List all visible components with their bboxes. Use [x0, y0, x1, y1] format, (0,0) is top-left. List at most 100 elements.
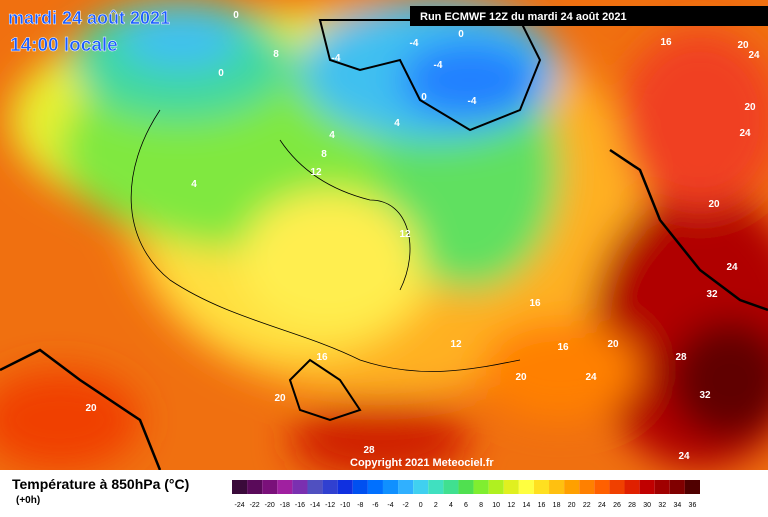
- scale-cell: [413, 480, 429, 494]
- contour-label: 28: [675, 352, 687, 363]
- contour-label: 20: [515, 372, 527, 383]
- scale-label: 4: [449, 502, 453, 509]
- contour-label: -4: [468, 96, 477, 107]
- scale-label: 0: [419, 502, 423, 509]
- scale-label: -16: [295, 502, 305, 509]
- contour-label: 32: [699, 390, 711, 401]
- run-title: Run ECMWF 12Z du mardi 24 août 2021: [420, 11, 627, 23]
- scale-cell: [367, 480, 383, 494]
- scale-label: -2: [402, 502, 408, 509]
- scale-label: -10: [340, 502, 350, 509]
- scale-label: 24: [598, 502, 606, 509]
- contour-label: 16: [557, 342, 569, 353]
- scale-label: 12: [507, 502, 515, 509]
- scale-label: -22: [250, 502, 260, 509]
- scale-label: 10: [492, 502, 500, 509]
- contour-label: 24: [739, 128, 751, 139]
- date-title: mardi 24 août 2021: [8, 8, 170, 28]
- scale-label: 36: [689, 502, 697, 509]
- contour-label: 20: [607, 339, 619, 350]
- contour-label: 20: [274, 393, 286, 404]
- contour-label: 20: [744, 102, 756, 113]
- scale-cell: [488, 480, 504, 494]
- scale-label: 18: [553, 502, 561, 509]
- contour-label: 0: [458, 29, 464, 40]
- contour-label: -4: [332, 53, 341, 64]
- contour-label: -4: [434, 60, 443, 71]
- scale-cell: [337, 480, 353, 494]
- scale-label: -4: [387, 502, 393, 509]
- contour-label: 4: [329, 130, 335, 141]
- scale-cell: [443, 480, 459, 494]
- scale-cell: [669, 480, 685, 494]
- scale-cell: [564, 480, 580, 494]
- scale-label: -6: [372, 502, 378, 509]
- scale-label: -8: [357, 502, 363, 509]
- scale-label: -20: [265, 502, 275, 509]
- scale-label: 30: [643, 502, 651, 509]
- contour-label: 12: [310, 167, 322, 178]
- scale-label: 34: [673, 502, 681, 509]
- contour-label: 8: [273, 49, 279, 60]
- scale-cell: [232, 480, 248, 494]
- contour-label: 24: [678, 451, 690, 462]
- scale-cell: [624, 480, 640, 494]
- scale-cell: [322, 480, 338, 494]
- scale-label: 8: [479, 502, 483, 509]
- scale-cell: [503, 480, 519, 494]
- scale-cell: [262, 480, 278, 494]
- scale-label: 14: [522, 502, 530, 509]
- contour-label: 20: [85, 403, 97, 414]
- map-field: [0, 0, 768, 480]
- contour-label: 16: [316, 352, 328, 363]
- scale-label: 16: [538, 502, 546, 509]
- scale-cell: [609, 480, 625, 494]
- contour-label: 24: [726, 262, 738, 273]
- scale-cell: [398, 480, 414, 494]
- scale-label: 2: [434, 502, 438, 509]
- scale-cell: [247, 480, 263, 494]
- scale-cell: [639, 480, 655, 494]
- contour-label: 4: [191, 179, 197, 190]
- scale-label: 28: [628, 502, 636, 509]
- scale-label: 26: [613, 502, 621, 509]
- scale-cell: [518, 480, 534, 494]
- copyright: Copyright 2021 Meteociel.fr: [350, 457, 494, 469]
- time-title: 14:00 locale: [10, 35, 118, 56]
- contour-label: -4: [410, 38, 419, 49]
- scale-label: -18: [280, 502, 290, 509]
- scale-cell: [382, 480, 399, 494]
- contour-label: 16: [660, 37, 672, 48]
- scale-label: 32: [658, 502, 666, 509]
- contour-label: 4: [394, 118, 400, 129]
- scale-label: -12: [325, 502, 335, 509]
- scale-label: 20: [568, 502, 576, 509]
- scale-cell: [594, 480, 610, 494]
- contour-label: 16: [529, 298, 541, 309]
- scale-cell: [428, 480, 444, 494]
- contour-label: 28: [363, 445, 375, 456]
- scale-label: 22: [583, 502, 591, 509]
- scale-cell: [654, 480, 670, 494]
- step-label: (+0h): [16, 495, 40, 506]
- contour-label: 12: [450, 339, 462, 350]
- scale-cell: [473, 480, 489, 494]
- contour-label: 20: [737, 40, 749, 51]
- contour-label: 0: [421, 92, 427, 103]
- scale-cell: [579, 480, 595, 494]
- scale-cell: [277, 480, 293, 494]
- scale-cell: [458, 480, 474, 494]
- scale-cell: [549, 480, 565, 494]
- scale-cell: [684, 480, 700, 494]
- scale-label: -14: [310, 502, 320, 509]
- scale-cell: [307, 480, 323, 494]
- contour-label: 32: [706, 289, 718, 300]
- scale-cell: [292, 480, 308, 494]
- contour-label: 0: [218, 68, 224, 79]
- legend-title: Température à 850hPa (°C): [12, 476, 189, 492]
- contour-label: 20: [708, 199, 720, 210]
- run-banner: [410, 6, 768, 26]
- scale-label: -24: [234, 502, 244, 509]
